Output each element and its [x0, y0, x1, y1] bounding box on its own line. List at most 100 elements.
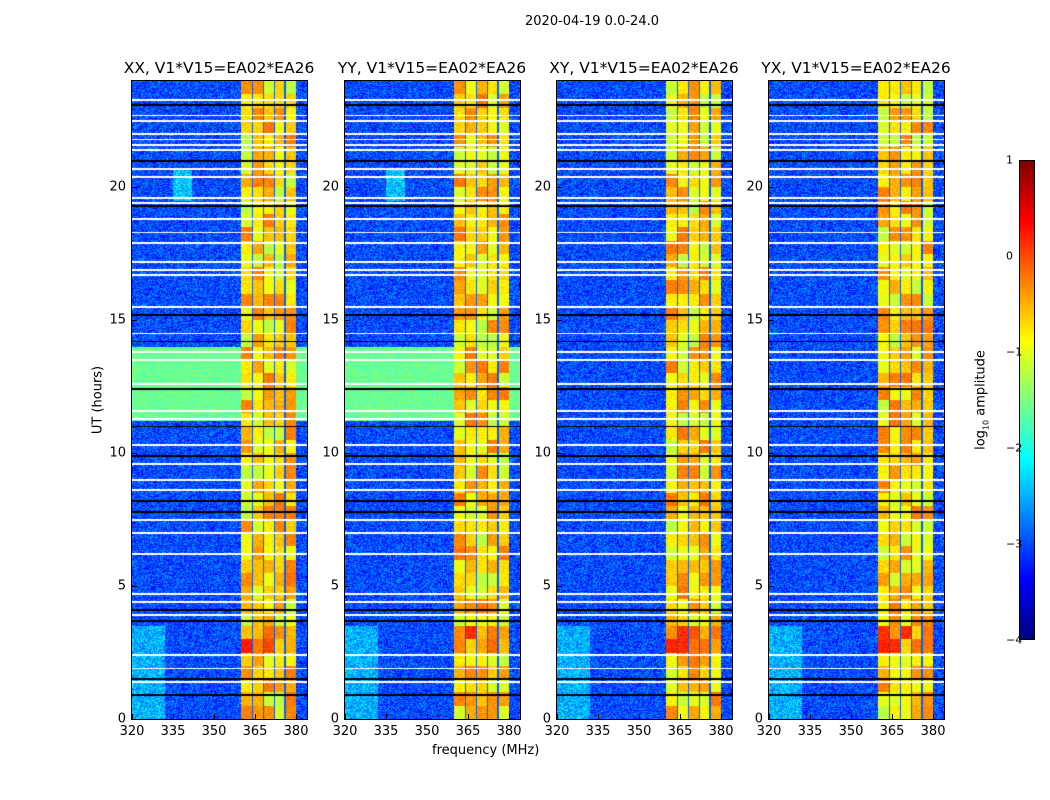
y-tick-label: 15 [534, 312, 551, 328]
y-tick-mark [132, 453, 137, 455]
y-tick-label: 15 [322, 312, 339, 328]
x-tick-label: 320 [332, 724, 358, 739]
panel-title: XX, V1*V15=EA02*EA26 [123, 59, 315, 77]
colorbar-tick-label: −1 [1006, 345, 1023, 359]
x-tick-label: 365 [242, 724, 268, 739]
x-tick-label: 380 [496, 724, 522, 739]
x-axis-label: frequency (MHz) [432, 743, 540, 758]
x-tick-label: 320 [756, 724, 782, 739]
panel-title: YX, V1*V15=EA02*EA26 [761, 59, 951, 77]
heatmap-panel-3 [768, 80, 945, 720]
x-tick-label: 320 [119, 724, 145, 739]
x-tick-mark [214, 714, 216, 719]
x-tick-label: 380 [283, 724, 309, 739]
x-tick-label: 380 [920, 724, 946, 739]
y-tick-label: 15 [746, 312, 763, 328]
y-tick-mark [345, 320, 350, 322]
y-tick-label: 10 [109, 445, 126, 461]
x-tick-mark [639, 714, 641, 719]
x-tick-mark [468, 714, 470, 719]
x-tick-mark [173, 714, 175, 719]
y-tick-label: 20 [534, 179, 551, 195]
x-tick-label: 335 [585, 724, 611, 739]
y-tick-label: 5 [754, 578, 763, 594]
y-tick-label: 0 [754, 711, 763, 727]
colorbar-label: log10 amplitude [973, 350, 991, 450]
colorbar-tick-label: −4 [1006, 633, 1023, 647]
x-tick-label: 365 [667, 724, 693, 739]
y-tick-mark [769, 586, 774, 588]
x-tick-label: 335 [160, 724, 186, 739]
y-tick-label: 10 [322, 445, 339, 461]
x-tick-label: 380 [708, 724, 734, 739]
x-tick-mark [557, 714, 558, 719]
x-tick-mark [680, 714, 682, 719]
x-tick-label: 350 [838, 724, 864, 739]
y-tick-mark [557, 320, 562, 322]
y-tick-label: 0 [330, 711, 339, 727]
colorbar-tick-label: −2 [1006, 441, 1023, 455]
x-tick-label: 320 [544, 724, 570, 739]
x-tick-label: 365 [455, 724, 481, 739]
x-tick-mark [769, 714, 770, 719]
y-tick-mark [557, 719, 562, 720]
y-tick-mark [132, 586, 137, 588]
x-tick-mark [296, 714, 298, 719]
y-tick-mark [132, 187, 137, 189]
y-tick-mark [345, 453, 350, 455]
panel-title: XY, V1*V15=EA02*EA26 [549, 59, 739, 77]
y-tick-label: 20 [322, 179, 339, 195]
y-tick-mark [345, 187, 350, 189]
heatmap-panel-2 [556, 80, 733, 720]
y-tick-mark [769, 719, 774, 720]
colorbar [1019, 160, 1035, 640]
y-tick-label: 15 [109, 312, 126, 328]
y-tick-label: 10 [746, 445, 763, 461]
heatmap-panel-1 [344, 80, 521, 720]
y-tick-mark [769, 320, 774, 322]
colorbar-gradient [1020, 161, 1034, 639]
y-tick-label: 0 [117, 711, 126, 727]
colorbar-tick-label: 0 [1006, 249, 1013, 263]
x-tick-label: 365 [879, 724, 905, 739]
heatmap-cells [132, 81, 307, 719]
y-tick-mark [557, 187, 562, 189]
heatmap-cells [345, 81, 520, 719]
y-tick-mark [345, 586, 350, 588]
y-tick-mark [345, 719, 350, 720]
y-tick-label: 5 [117, 578, 126, 594]
x-tick-mark [892, 714, 894, 719]
y-tick-label: 5 [330, 578, 339, 594]
x-tick-label: 350 [626, 724, 652, 739]
x-tick-mark [255, 714, 257, 719]
y-tick-mark [769, 187, 774, 189]
y-tick-label: 10 [534, 445, 551, 461]
y-tick-label: 0 [542, 711, 551, 727]
x-tick-mark [851, 714, 853, 719]
x-tick-mark [721, 714, 723, 719]
x-tick-mark [386, 714, 388, 719]
x-tick-mark [509, 714, 511, 719]
y-tick-mark [132, 320, 137, 322]
heatmap-cells [557, 81, 732, 719]
colorbar-tick-label: 1 [1006, 153, 1013, 167]
colorbar-tick-label: −3 [1006, 537, 1023, 551]
y-tick-mark [557, 453, 562, 455]
x-tick-mark [345, 714, 346, 719]
x-tick-mark [810, 714, 812, 719]
heatmap-cells [769, 81, 944, 719]
y-tick-mark [557, 586, 562, 588]
y-tick-label: 20 [109, 179, 126, 195]
x-tick-mark [933, 714, 935, 719]
x-tick-mark [427, 714, 429, 719]
panel-title: YY, V1*V15=EA02*EA26 [337, 59, 527, 77]
x-tick-label: 335 [373, 724, 399, 739]
figure-title: 2020-04-19 0.0-24.0 [525, 14, 659, 29]
y-tick-label: 20 [746, 179, 763, 195]
x-tick-label: 335 [797, 724, 823, 739]
heatmap-panel-0 [131, 80, 308, 720]
y-axis-label: UT (hours) [90, 365, 106, 435]
y-tick-mark [769, 453, 774, 455]
y-tick-mark [132, 719, 137, 720]
